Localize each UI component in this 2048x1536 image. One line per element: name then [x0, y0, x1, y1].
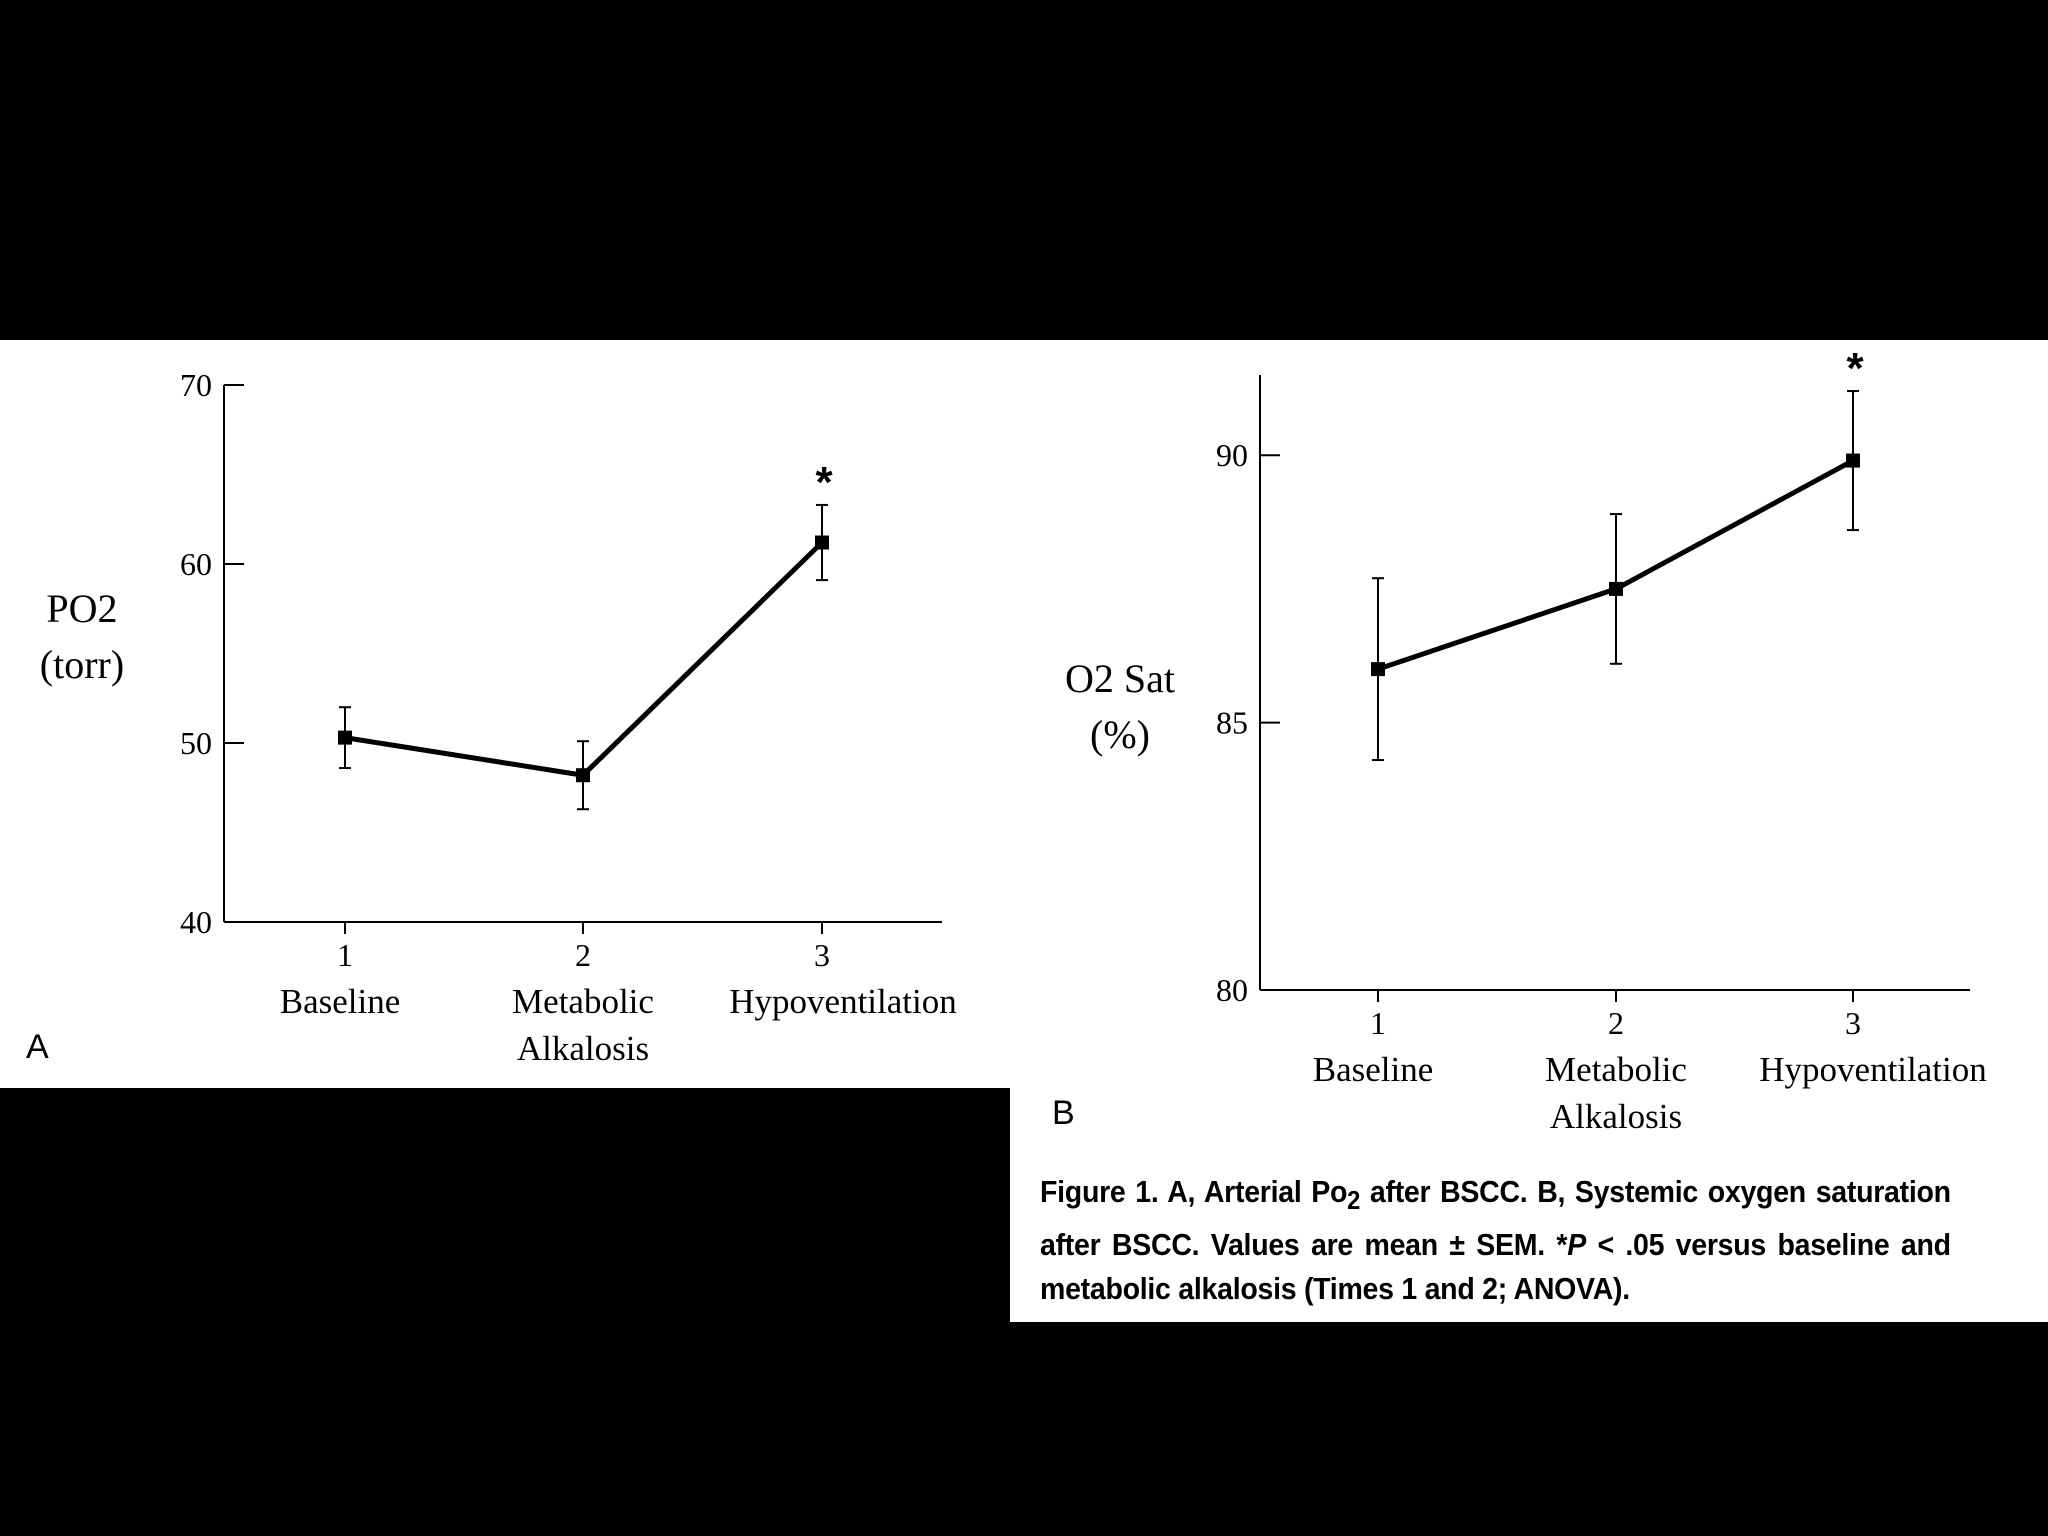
- category-label: Metabolic: [512, 982, 654, 1021]
- category-label: Alkalosis: [1550, 1097, 1682, 1136]
- y-tick-label: 40: [180, 904, 212, 940]
- significance-marker: *: [1846, 344, 1864, 393]
- y-axis-label: O2 Sat: [1065, 656, 1175, 701]
- x-tick-label: 3: [814, 937, 830, 973]
- y-tick-label: 85: [1216, 705, 1248, 741]
- y-axis-label: PO2: [46, 586, 117, 631]
- x-tick-label: 2: [575, 937, 591, 973]
- category-label: Baseline: [1313, 1050, 1434, 1089]
- chart-b: 80 85 90 1 Baseline 2 Metabolic Alkalosis 3 Hypov…: [1052, 344, 1987, 1136]
- category-label: Baseline: [280, 982, 401, 1021]
- y-tick-label: 80: [1216, 972, 1248, 1008]
- y-axis-label: (%): [1090, 712, 1150, 757]
- panel-letter: B: [1052, 1094, 1075, 1132]
- data-point: [576, 768, 590, 783]
- data-point: [338, 730, 352, 745]
- category-label: Hypoventilation: [1759, 1050, 1986, 1089]
- y-tick-label: 50: [180, 725, 212, 761]
- data-point: [815, 535, 829, 550]
- category-label: Alkalosis: [517, 1029, 649, 1068]
- panel-b: 80 85 90 1 Baseline 2 Metabolic Alkalosis 3 Hypov…: [1010, 340, 2048, 1322]
- data-point: [1609, 581, 1623, 596]
- panel-a: 40 50 60 70 1 Baseline 2 Metabolic Alkalosis 3 Hyp…: [0, 340, 1010, 1088]
- y-tick-label: 60: [180, 546, 212, 582]
- category-label: Hypoventilation: [729, 982, 956, 1021]
- figure-caption: Figure 1. A, Arterial Po2 after BSCC. B,…: [1040, 1174, 1951, 1307]
- chart-a: 40 50 60 70 1 Baseline 2 Metabolic Alkalosis 3 Hyp…: [26, 367, 957, 1068]
- x-tick-label: 1: [337, 937, 353, 973]
- y-axis-label: (torr): [40, 642, 124, 687]
- x-tick-label: 2: [1608, 1005, 1624, 1041]
- category-label: Metabolic: [1545, 1050, 1687, 1089]
- data-point: [1371, 662, 1385, 677]
- panel-letter: A: [26, 1028, 49, 1066]
- significance-marker: *: [815, 458, 833, 507]
- data-point: [1846, 453, 1860, 468]
- x-tick-label: 3: [1845, 1005, 1861, 1041]
- x-tick-label: 1: [1370, 1005, 1386, 1041]
- y-tick-label: 70: [180, 367, 212, 403]
- y-tick-label: 90: [1216, 437, 1248, 473]
